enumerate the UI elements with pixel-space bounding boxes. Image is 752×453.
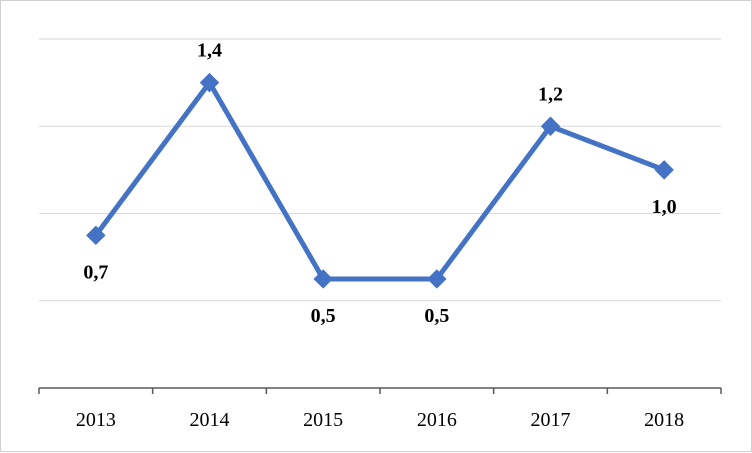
data-point-marker [540,116,561,136]
series-line [93,80,666,282]
data-label: 0,7 [83,261,108,283]
gridlines [39,38,721,302]
x-tick-label: 2017 [531,409,571,431]
data-label: 0,5 [424,305,449,327]
data-point-marker [313,269,333,289]
x-tick-label: 2013 [76,409,116,431]
series-line-group [86,72,674,289]
x-tick-label: 2014 [190,409,230,431]
data-label: 1,4 [197,40,222,62]
data-point-marker [199,72,220,93]
x-axis: 2013 2014 2015 2016 2017 2018 [38,387,722,431]
data-point-marker [86,225,106,246]
x-tick-label: 2018 [644,409,684,431]
data-point-marker [427,269,447,289]
data-label: 1,0 [652,196,677,218]
data-labels: 0,7 1,4 0,5 0,5 1,2 1,0 [83,40,676,327]
x-tick-label: 2016 [417,409,457,431]
data-point-marker [654,160,674,180]
data-label: 1,2 [538,83,563,105]
x-tick-label: 2015 [303,409,343,431]
data-label: 0,5 [311,305,336,327]
